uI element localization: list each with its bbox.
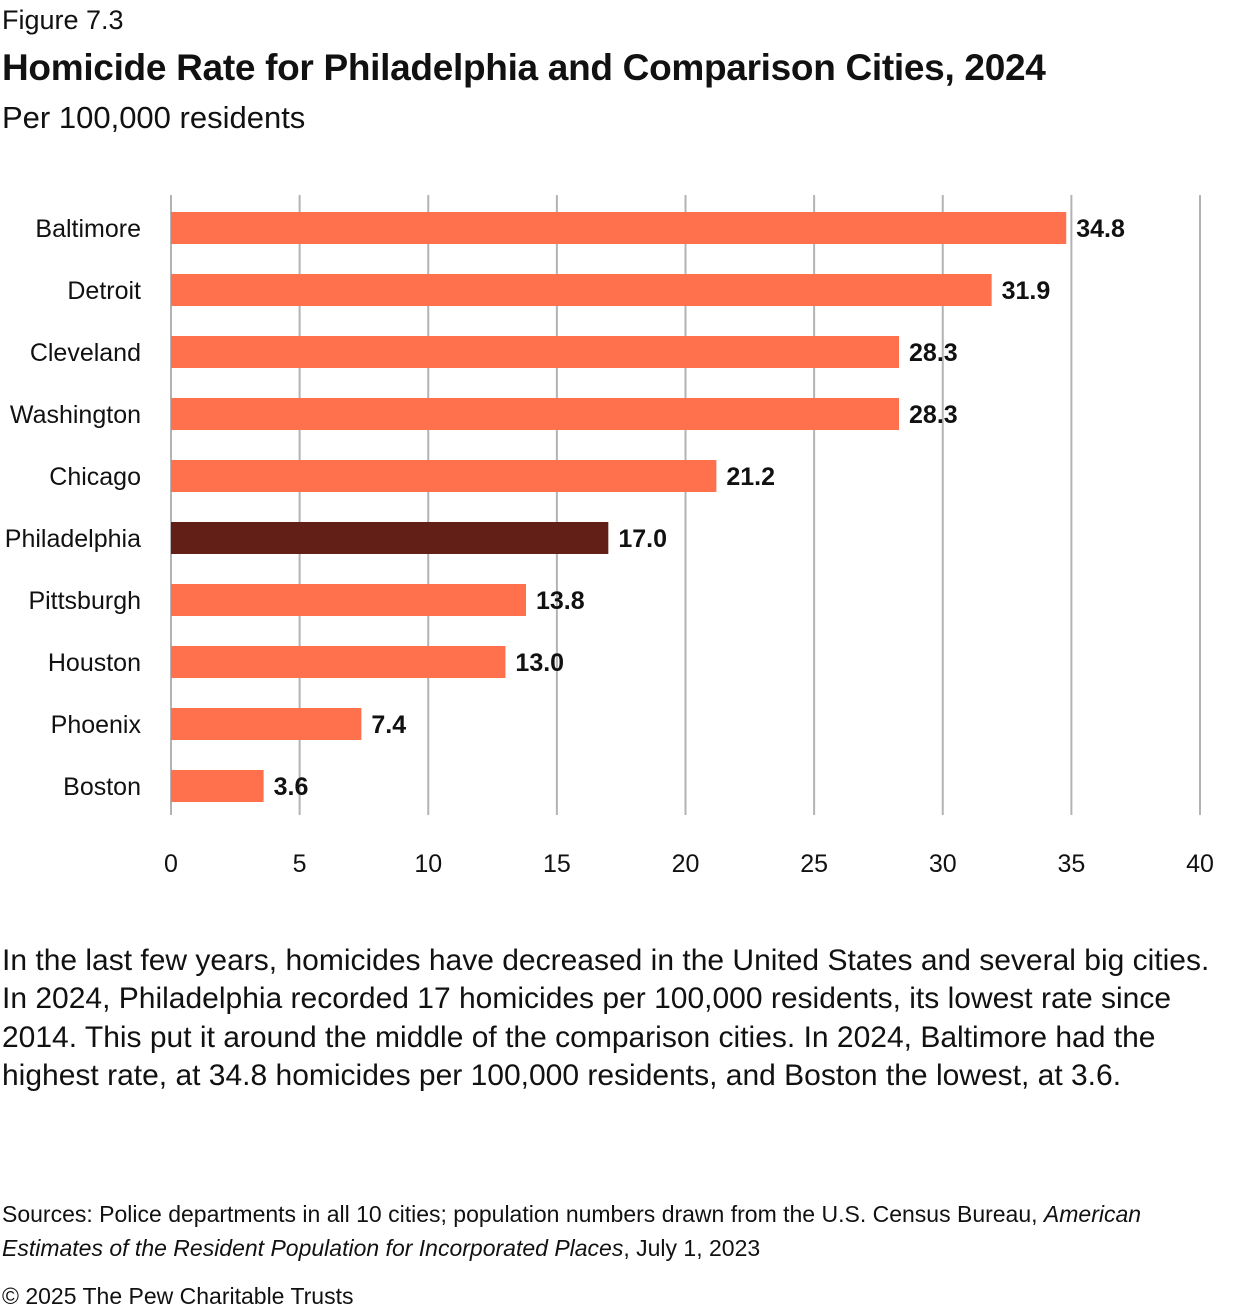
value-label: 13.8 bbox=[536, 587, 585, 615]
x-tick-label: 30 bbox=[929, 850, 957, 878]
x-tick-label: 10 bbox=[414, 850, 442, 878]
x-tick-label: 0 bbox=[164, 850, 178, 878]
category-label: Phoenix bbox=[51, 711, 142, 739]
category-label: Houston bbox=[48, 649, 141, 677]
x-tick-label: 25 bbox=[800, 850, 828, 878]
category-label: Detroit bbox=[67, 277, 141, 305]
sources-prefix: Sources: Police departments in all 10 ci… bbox=[2, 1201, 1044, 1227]
sources-suffix: , July 1, 2023 bbox=[623, 1235, 761, 1261]
bar-boston bbox=[171, 770, 264, 802]
bar-phoenix bbox=[171, 708, 362, 740]
figure-label: Figure 7.3 bbox=[2, 5, 124, 35]
bar-pittsburgh bbox=[171, 584, 527, 616]
x-tick-label: 5 bbox=[293, 850, 307, 878]
value-label: 21.2 bbox=[726, 463, 775, 491]
x-tick-label: 40 bbox=[1186, 850, 1214, 878]
sources-note: Sources: Police departments in all 10 ci… bbox=[2, 1197, 1238, 1265]
value-label: 17.0 bbox=[618, 525, 667, 553]
bar-detroit bbox=[171, 274, 992, 306]
copyright-notice: © 2025 The Pew Charitable Trusts bbox=[2, 1283, 354, 1309]
category-label: Baltimore bbox=[35, 215, 141, 243]
bar-cleveland bbox=[171, 336, 900, 368]
category-label: Philadelphia bbox=[5, 525, 141, 553]
caption-text: In the last few years, homicides have de… bbox=[2, 944, 1210, 1093]
category-label: Chicago bbox=[49, 463, 141, 491]
bar-chicago bbox=[171, 460, 717, 492]
value-label: 34.8 bbox=[1076, 215, 1125, 243]
sources-title: American Estimates of the Resident Popul… bbox=[2, 1201, 1142, 1261]
value-label: 7.4 bbox=[371, 711, 406, 739]
x-tick-label: 35 bbox=[1057, 850, 1085, 878]
x-tick-label: 15 bbox=[543, 850, 571, 878]
chart-title: Homicide Rate for Philadelphia and Compa… bbox=[2, 47, 1046, 88]
value-label: 28.3 bbox=[909, 339, 958, 367]
category-label: Pittsburgh bbox=[28, 587, 141, 615]
bar-houston bbox=[171, 646, 506, 678]
category-label: Boston bbox=[63, 773, 141, 801]
value-label: 28.3 bbox=[909, 401, 958, 429]
value-label: 13.0 bbox=[515, 649, 564, 677]
category-label: Cleveland bbox=[30, 339, 141, 367]
bar-chart: 0 5 10 15 20 25 30 35 40 Baltimore 34.8 Detroit 31.9… bbox=[5, 195, 1214, 878]
category-label: Washington bbox=[10, 401, 141, 429]
value-label: 3.6 bbox=[274, 773, 309, 801]
bar-philadelphia bbox=[171, 522, 609, 554]
bar-washington bbox=[171, 398, 900, 430]
chart-subtitle: Per 100,000 residents bbox=[2, 100, 306, 135]
value-label: 31.9 bbox=[1002, 277, 1051, 305]
bar-baltimore bbox=[171, 212, 1067, 244]
labels: 0 5 10 15 20 25 30 35 40 Baltimore 34.8 Detroit 31.9… bbox=[5, 215, 1214, 878]
bars bbox=[171, 212, 1067, 802]
x-tick-label: 20 bbox=[672, 850, 700, 878]
